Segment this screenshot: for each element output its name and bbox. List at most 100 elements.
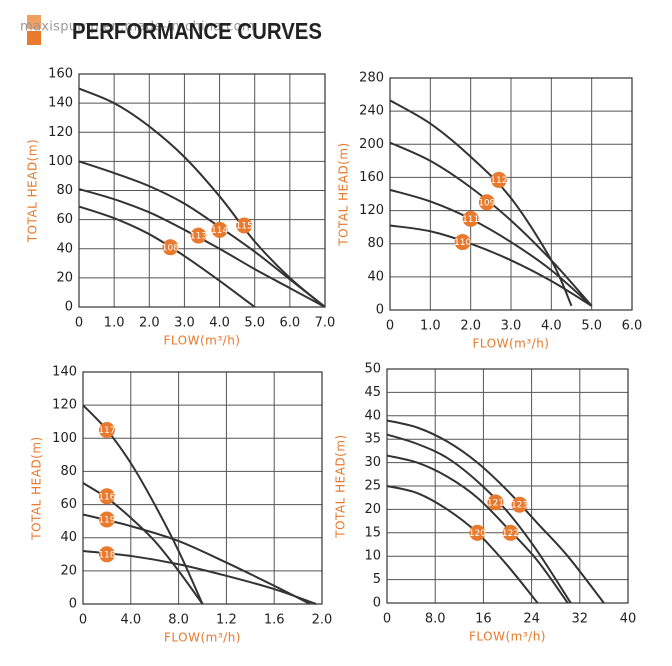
curve	[386, 419, 605, 604]
logo-block	[27, 31, 41, 45]
y-tick-label: 160	[48, 67, 73, 82]
y-tick-label: 40	[367, 269, 384, 284]
curve-marker	[190, 227, 207, 244]
curve-marker	[487, 494, 504, 511]
curve-marker	[502, 524, 519, 541]
y-tick-label: 80	[60, 464, 77, 479]
curve-label: 113	[190, 232, 207, 242]
x-tick-label: 7.0	[315, 316, 336, 331]
y-tick-label: 50	[364, 362, 381, 377]
y-tick-label: 280	[359, 71, 384, 86]
y-tick-label: 60	[60, 497, 77, 512]
x-tick-label: 8.0	[168, 613, 189, 628]
plot-frame	[389, 77, 633, 311]
page-title: PERFORMANCE CURVES	[72, 18, 322, 44]
logo-block	[27, 15, 41, 29]
curve-marker	[98, 422, 115, 438]
curve-marker	[478, 194, 495, 211]
x-tick-label: 1.6	[264, 613, 285, 628]
x-tick-label: 8.0	[425, 612, 446, 627]
y-tick-label: 140	[48, 96, 73, 111]
x-tick-label: 4.0	[541, 319, 562, 334]
curve-marker	[98, 488, 115, 505]
x-tick-label: 0	[79, 613, 87, 628]
y-tick-label: 100	[48, 154, 73, 169]
curve-label: 108	[162, 243, 179, 253]
y-tick-label: 15	[364, 525, 381, 540]
curve-label: 117	[98, 426, 115, 436]
curve	[389, 224, 593, 307]
x-axis-label: FLOW(m³/h)	[473, 337, 550, 351]
x-tick-label: 5.0	[244, 316, 265, 331]
x-tick-label: 2.0	[312, 613, 333, 628]
x-tick-label: 4.0	[209, 316, 230, 331]
y-tick-label: 20	[364, 502, 381, 517]
y-tick-label: 80	[367, 236, 384, 251]
y-tick-label: 140	[52, 365, 77, 380]
curve-marker	[490, 171, 507, 188]
curve-label: 109	[478, 198, 495, 208]
y-tick-label: 100	[52, 431, 77, 446]
curve	[82, 513, 311, 605]
y-tick-label: 160	[359, 170, 384, 185]
y-axis-label: TOTAL HEAD(m)	[30, 436, 44, 541]
curve-label: 120	[469, 529, 486, 539]
x-tick-label: 1.2	[216, 613, 237, 628]
y-tick-label: 0	[69, 597, 77, 612]
x-tick-label: 32	[572, 612, 589, 627]
y-tick-label: 40	[56, 241, 73, 256]
y-axis-label: TOTAL HEAD(m)	[337, 142, 351, 247]
x-tick-label: 4.0	[120, 613, 141, 628]
curve	[386, 454, 569, 604]
y-axis-label: TOTAL HEAD(m)	[334, 434, 348, 539]
y-tick-label: 20	[56, 270, 73, 285]
y-tick-label: 120	[359, 203, 384, 218]
curve	[78, 160, 326, 308]
curve-marker	[236, 217, 253, 234]
curve-label: 119	[98, 515, 115, 525]
x-tick-label: 40	[620, 612, 637, 627]
curve	[78, 87, 326, 308]
curve	[386, 485, 539, 604]
x-tick-label: 0	[386, 319, 394, 334]
y-tick-label: 30	[364, 455, 381, 470]
plot-frame	[78, 73, 326, 308]
y-tick-label: 35	[364, 432, 381, 447]
y-tick-label: 120	[48, 125, 73, 140]
curve-label: 116	[98, 492, 115, 502]
curve-marker	[98, 546, 115, 563]
y-tick-label: 25	[364, 479, 381, 494]
curve-label: 112	[490, 176, 507, 186]
y-tick-label: 0	[376, 303, 384, 318]
curve-label: 121	[487, 498, 504, 508]
watermark: maxispump.en.made-in-china.com	[20, 20, 255, 35]
y-tick-label: 240	[359, 104, 384, 119]
x-tick-label: 1.0	[420, 319, 441, 334]
curve-marker	[469, 524, 486, 541]
curve	[82, 549, 317, 605]
x-tick-label: 24	[523, 612, 540, 627]
x-tick-label: 0	[75, 316, 83, 331]
y-axis-label: TOTAL HEAD(m)	[26, 139, 40, 244]
x-tick-label: 3.0	[174, 316, 195, 331]
y-tick-label: 40	[364, 408, 381, 423]
curve-marker	[511, 496, 528, 513]
curve-marker	[454, 234, 471, 251]
y-tick-label: 20	[60, 563, 77, 578]
y-tick-label: 0	[373, 596, 381, 611]
curve	[389, 188, 593, 307]
curve-label: 110	[454, 238, 471, 248]
y-tick-label: 60	[56, 212, 73, 227]
y-tick-label: 0	[65, 300, 73, 315]
x-axis-label: FLOW(m³/h)	[164, 334, 241, 348]
curve-label: 118	[98, 550, 115, 560]
x-tick-label: 1.0	[104, 316, 125, 331]
x-tick-label: 6.0	[622, 319, 643, 334]
y-tick-label: 45	[364, 385, 381, 400]
curve-marker	[98, 511, 115, 528]
curve-marker	[162, 239, 179, 256]
y-tick-label: 40	[60, 530, 77, 545]
x-tick-label: 0	[383, 612, 391, 627]
